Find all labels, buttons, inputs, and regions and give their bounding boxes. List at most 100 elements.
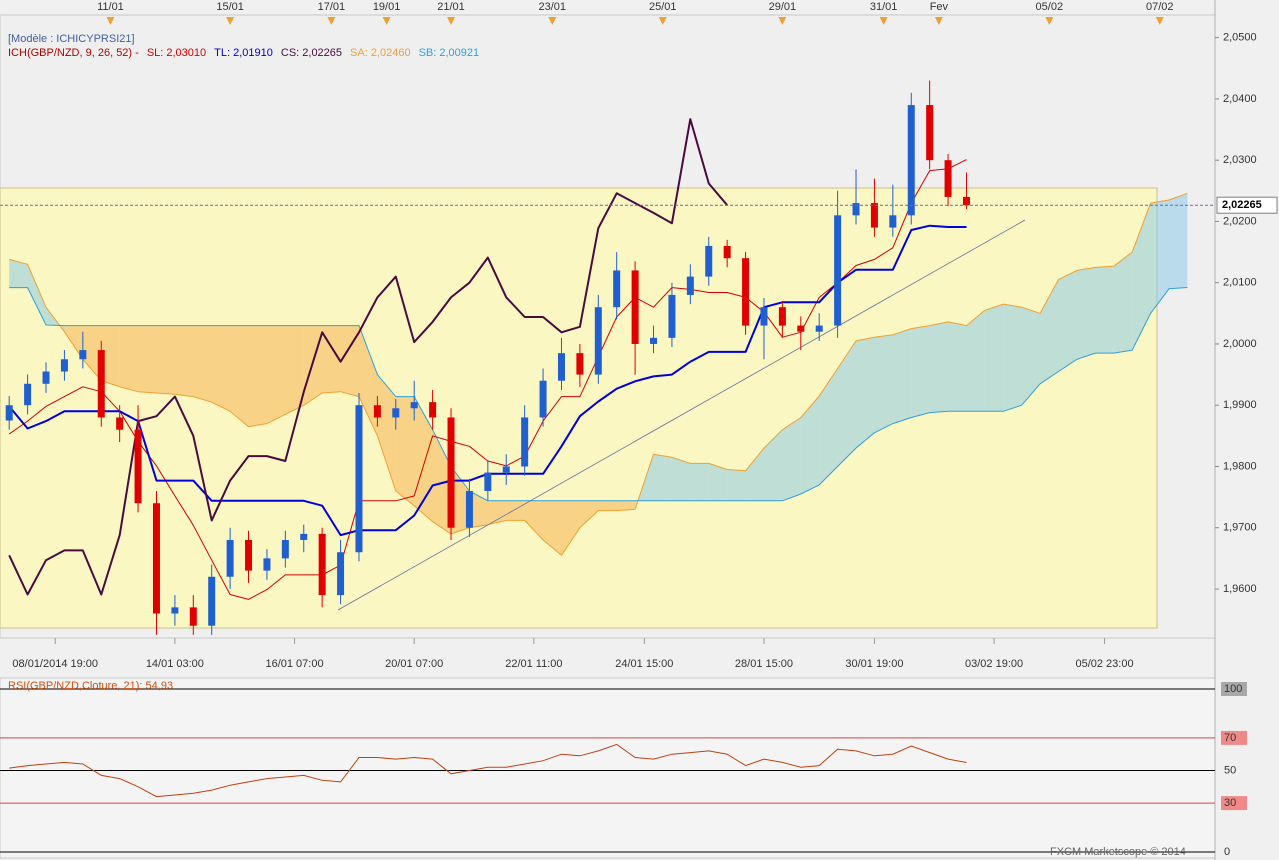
candle-body	[870, 203, 878, 228]
candle-body	[557, 353, 565, 381]
date-marker	[1155, 17, 1164, 25]
cloud-segment	[800, 396, 820, 495]
cloud-segment	[1113, 252, 1133, 354]
cloud-segment	[230, 325, 249, 427]
cloud-segment	[469, 490, 488, 528]
rsi-panel	[0, 677, 1216, 859]
candle-body	[815, 325, 823, 332]
cloud-segment	[892, 328, 912, 424]
indicator-entry: ICH(GBP/NZD, 9, 26, 52) -	[8, 47, 139, 59]
price-layer	[8, 118, 1188, 600]
x-tick-label: 05/02 23:00	[1075, 658, 1133, 670]
candle-body	[742, 258, 750, 326]
date-marker	[447, 17, 456, 25]
cloud-segment	[984, 304, 1004, 412]
cloud-segment	[322, 325, 341, 393]
cloud-segment	[782, 417, 801, 501]
candle-body	[907, 105, 915, 216]
cloud-segment	[487, 500, 507, 525]
cloud-segment	[285, 325, 304, 415]
candle-body	[97, 350, 105, 418]
cloud-segment	[745, 448, 764, 501]
cloud-segment	[1168, 193, 1188, 289]
indicator-legend: ICH(GBP/NZD, 9, 26, 52) - SL: 2,03010 TL: …	[8, 47, 479, 59]
candle-body	[926, 105, 934, 161]
cloud-segment	[1058, 270, 1077, 372]
cloud-segment	[653, 454, 672, 501]
candle-body	[686, 276, 694, 295]
cloud-segment	[9, 259, 28, 288]
last-price-label: 2,02265	[1222, 199, 1262, 211]
candle-body	[668, 294, 676, 338]
cloud-segment	[64, 325, 83, 360]
y-tick-label: 2,0200	[1223, 215, 1257, 227]
cloud-segment	[27, 264, 47, 325]
cloud-segment	[819, 368, 838, 485]
cloud-segment	[874, 334, 893, 433]
candle-body	[116, 417, 124, 430]
cloud-segment	[1095, 266, 1114, 354]
candle-body	[300, 533, 308, 540]
y-tick-label: 30	[1224, 797, 1236, 809]
candle-body	[5, 405, 13, 421]
candle-body	[152, 503, 160, 614]
cloud-segment	[708, 463, 728, 501]
candle-body	[852, 203, 860, 216]
candle-body	[723, 245, 731, 259]
cloud-segment	[156, 325, 175, 395]
series-line	[9, 287, 1188, 502]
y-tick-label: 70	[1224, 732, 1236, 744]
candle-body	[171, 607, 179, 614]
candle-body	[465, 490, 473, 528]
top-date-label: 23/01	[539, 1, 567, 13]
top-date-label: 15/01	[216, 1, 244, 13]
date-marker	[382, 17, 391, 25]
cloud-segment	[911, 325, 930, 418]
cloud-segment	[1003, 304, 1022, 412]
candle-body	[650, 337, 658, 344]
top-date-label: Fev	[930, 1, 949, 13]
candle-body	[60, 359, 68, 372]
cloud-segment	[524, 500, 544, 540]
series-line	[9, 192, 1188, 556]
cloud-segment	[340, 325, 359, 397]
cloud-segment	[727, 469, 746, 501]
candle-body	[539, 380, 547, 418]
y-tick-label: 1,9800	[1223, 460, 1257, 472]
candle-body	[705, 245, 713, 277]
x-tick-label: 28/01 15:00	[735, 658, 793, 670]
cloud-segment	[82, 325, 102, 381]
cloud-segment	[543, 500, 562, 556]
date-marker	[934, 17, 943, 25]
date-marker	[226, 17, 235, 25]
top-date-label: 19/01	[373, 1, 401, 13]
footer: FXCM Marketscope © 2014	[1050, 846, 1186, 858]
trend-line	[337, 219, 1026, 611]
cloud-segment	[598, 500, 617, 511]
indicator-entry: CS: 2,02265	[281, 47, 342, 59]
candle-body	[263, 558, 271, 571]
last-price-box	[1216, 196, 1278, 214]
cloud-segment	[211, 325, 231, 412]
cloud-segment	[506, 500, 525, 521]
y-tick-label: 50	[1224, 764, 1236, 776]
y-tick-label: 2,0100	[1223, 277, 1257, 289]
x-tick-label: 24/01 15:00	[615, 658, 673, 670]
candle-body	[484, 472, 492, 491]
cloud-segment	[763, 429, 783, 501]
candle-body	[134, 429, 142, 504]
y-tick-label: 2,0500	[1223, 32, 1257, 44]
date-marker	[106, 17, 115, 25]
cloud-segment	[1132, 203, 1151, 351]
top-date-label: 21/01	[437, 1, 465, 13]
cloud-segment	[1150, 200, 1169, 314]
candle-body	[944, 160, 952, 197]
x-tick-label: 14/01 03:00	[146, 658, 204, 670]
cloud-segment	[377, 374, 396, 491]
y-tick-label: 1,9600	[1223, 583, 1257, 595]
candle-body	[962, 196, 970, 206]
cloud-segment	[690, 463, 709, 501]
candle-body	[889, 215, 897, 228]
